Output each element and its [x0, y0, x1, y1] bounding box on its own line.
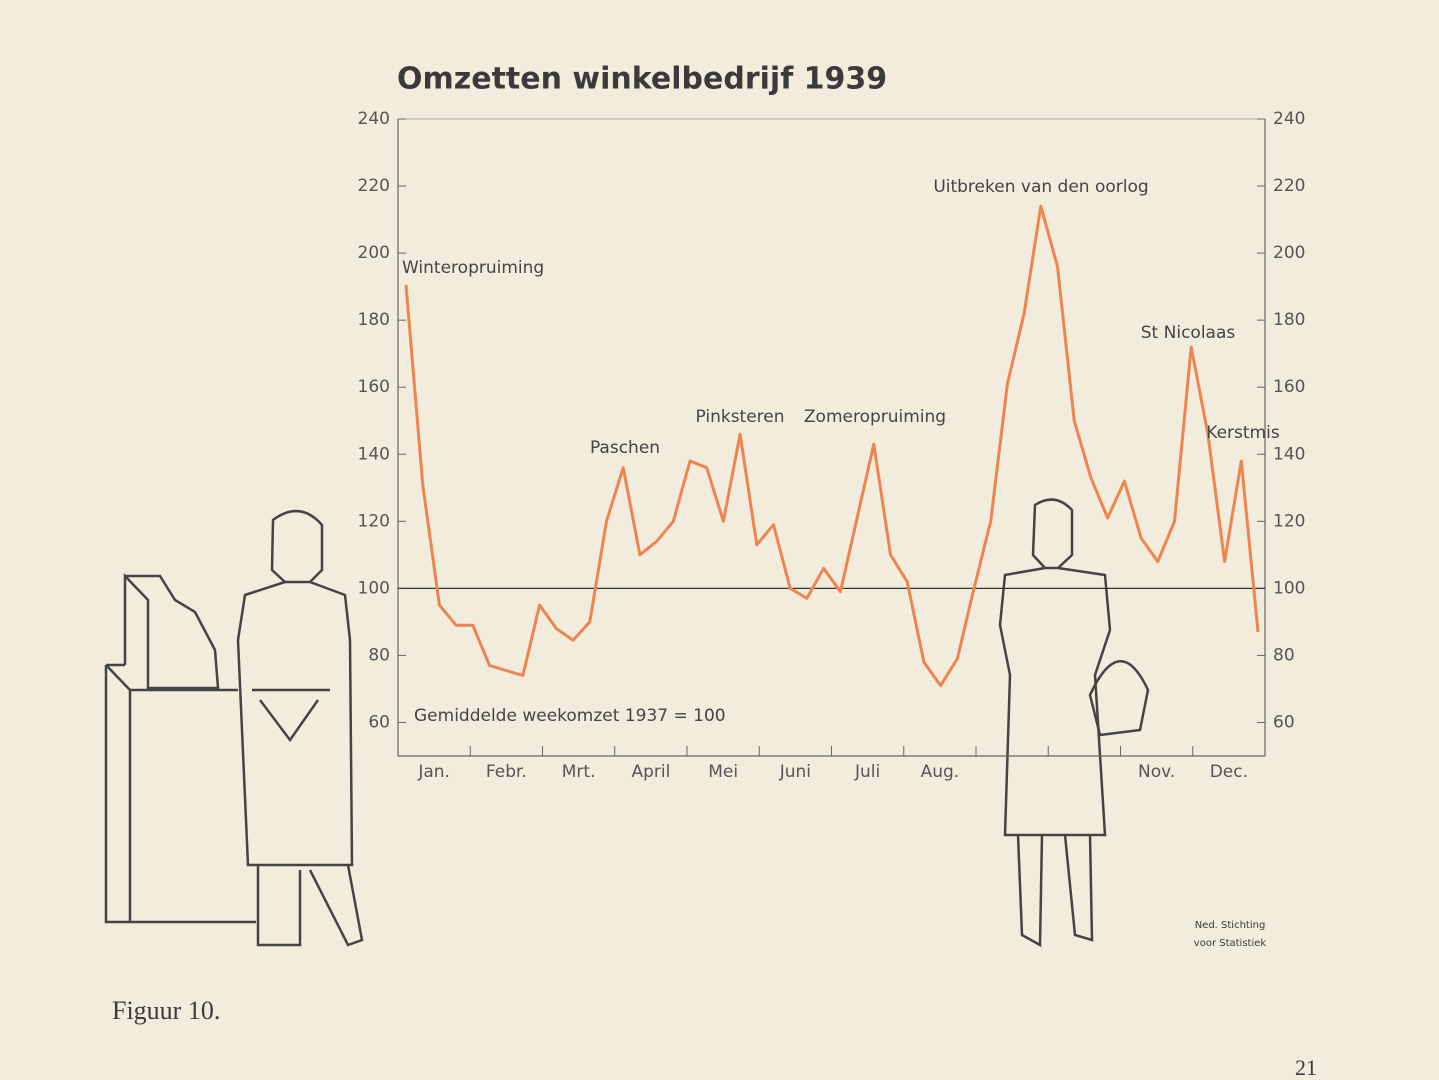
annotation: Winteropruiming	[402, 258, 544, 278]
source: voor Statistiek	[1194, 938, 1267, 949]
annotation: St Nicolaas	[1141, 323, 1236, 343]
x-tick-label: Mrt.	[562, 762, 596, 782]
x-tick-label: Jan.	[417, 762, 450, 782]
annotation: Pinksteren	[695, 407, 784, 427]
y-tick-label: 100	[358, 578, 390, 598]
y2-tick-label: 140	[1273, 444, 1305, 464]
y2-tick-label: 60	[1273, 712, 1295, 732]
x-tick-label: Juli	[854, 762, 880, 782]
y-tick-label: 220	[358, 176, 390, 196]
annotation: Uitbreken van den oorlog	[933, 177, 1148, 197]
y2-tick-label: 240	[1273, 109, 1305, 129]
y-tick-label: 200	[358, 243, 390, 263]
y-tick-label: 140	[358, 444, 390, 464]
y-tick-label: 60	[368, 712, 390, 732]
y2-tick-label: 160	[1273, 377, 1305, 397]
y-tick-label: 120	[358, 511, 390, 531]
y-tick-label: 80	[368, 645, 390, 665]
customer-illustration	[998, 498, 1150, 948]
annotation: Paschen	[590, 438, 660, 458]
y2-tick-label: 180	[1273, 310, 1305, 330]
y2-tick-label: 220	[1273, 176, 1305, 196]
subtitle: Gemiddelde weekomzet 1937 = 100	[414, 706, 726, 726]
y-tick-label: 160	[358, 377, 390, 397]
source: Ned. Stichting	[1195, 920, 1266, 931]
y2-tick-label: 80	[1273, 645, 1295, 665]
page-number: 21	[1295, 1055, 1317, 1080]
annotation: Kerstmis	[1206, 423, 1280, 443]
x-tick-label: April	[631, 762, 670, 782]
x-tick-label: Aug.	[921, 762, 960, 782]
y-tick-label: 180	[358, 310, 390, 330]
y2-tick-label: 120	[1273, 511, 1305, 531]
x-tick-label: Mei	[708, 762, 738, 782]
y-tick-label: 240	[358, 109, 390, 129]
x-tick-label: Febr.	[486, 762, 527, 782]
line	[404, 204, 1260, 688]
chart-title: Omzetten winkelbedrijf 1939	[397, 62, 887, 97]
caption: Figuur 10.	[112, 996, 220, 1025]
x-tick-label: Juni	[779, 762, 811, 782]
y2-tick-label: 200	[1273, 243, 1305, 263]
x-tick-label: Nov.	[1138, 762, 1175, 782]
x-tick-label: Dec.	[1210, 762, 1248, 782]
annotation: Zomeropruiming	[804, 407, 946, 427]
shopkeeper-illustration	[104, 510, 364, 947]
y2-tick-label: 100	[1273, 578, 1305, 598]
